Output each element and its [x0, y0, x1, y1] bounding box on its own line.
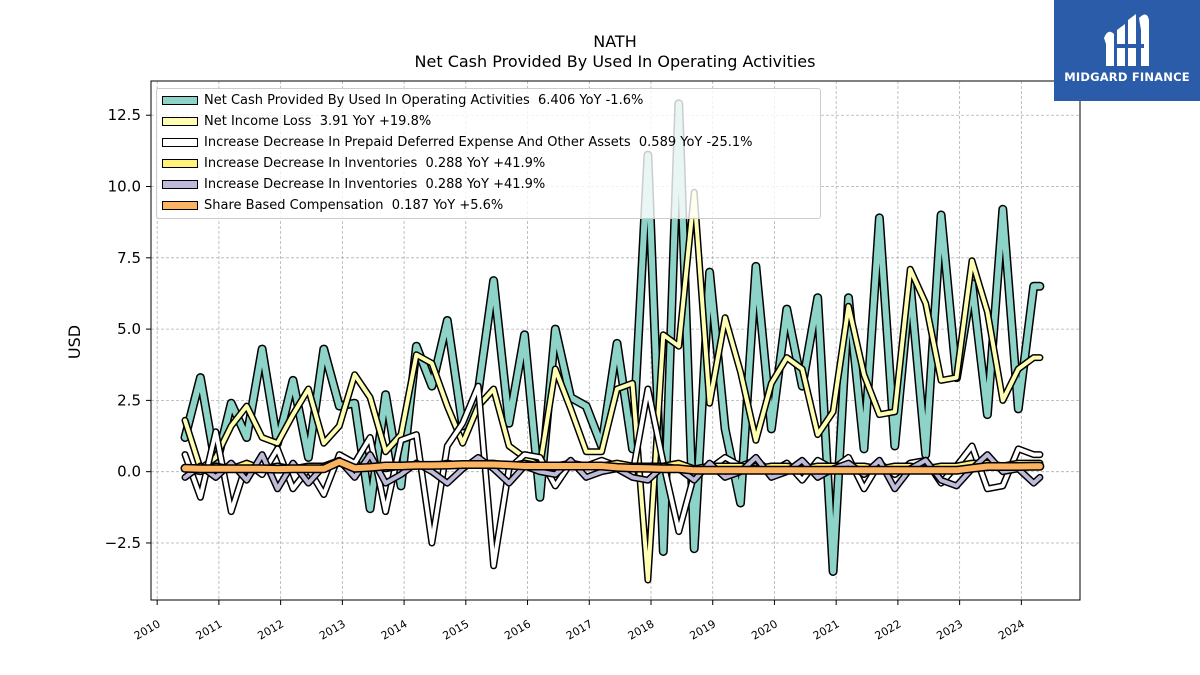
x-tick-label: 2011 [194, 617, 225, 642]
y-tick-label: −2.5 [105, 534, 141, 552]
legend-label: Increase Decrease In Prepaid Deferred Ex… [204, 135, 753, 150]
legend-label: Share Based Compensation 0.187 YoY +5.6% [204, 198, 504, 213]
logo-text: MIDGARD FINANCE [1064, 70, 1190, 84]
legend-label: Increase Decrease In Inventories 0.288 Y… [204, 156, 546, 171]
y-tick-label: 0.0 [117, 463, 141, 481]
legend-swatch [162, 96, 198, 105]
legend-swatch [162, 201, 198, 210]
brand-logo: MIDGARD FINANCE [1054, 0, 1200, 101]
legend-swatch [162, 159, 198, 168]
series-5 [180, 457, 1045, 475]
y-tick-label: 7.5 [117, 249, 141, 267]
legend-item: Increase Decrease In Inventories 0.288 Y… [157, 174, 545, 195]
x-tick-label: 2017 [564, 617, 595, 642]
logo-mark-icon [1104, 14, 1149, 67]
chart-title: NATH [593, 32, 636, 51]
legend-item: Net Cash Provided By Used In Operating A… [157, 90, 643, 111]
legend-label: Net Income Loss 3.91 YoY +19.8% [204, 114, 432, 129]
plot-area [180, 99, 1045, 584]
legend-label: Increase Decrease In Inventories 0.288 Y… [204, 177, 546, 192]
legend-item: Increase Decrease In Prepaid Deferred Ex… [157, 132, 752, 153]
chart-legend: Net Cash Provided By Used In Operating A… [156, 88, 821, 219]
x-tick-label: 2013 [317, 617, 348, 642]
y-axis-label: USD [65, 325, 84, 359]
x-tick-label: 2018 [626, 617, 657, 642]
legend-swatch [162, 180, 198, 189]
legend-label: Net Cash Provided By Used In Operating A… [204, 93, 644, 108]
plot-frame [150, 80, 1081, 601]
x-tick-label: 2012 [255, 617, 286, 642]
x-tick-label: 2022 [873, 617, 904, 642]
series-1 [181, 188, 1044, 584]
x-tick-label: 2023 [934, 617, 965, 642]
y-tick-label: 10.0 [108, 178, 141, 196]
legend-swatch [162, 117, 198, 126]
x-tick-label: 2021 [811, 617, 842, 642]
x-tick-label: 2019 [687, 617, 718, 642]
chart-subtitle: Net Cash Provided By Used In Operating A… [415, 52, 816, 71]
x-tick-label: 2010 [132, 617, 163, 642]
legend-item: Net Income Loss 3.91 YoY +19.8% [157, 111, 431, 132]
series-line [182, 458, 1043, 474]
y-tick-label: 2.5 [117, 391, 141, 409]
y-tick-label: 12.5 [108, 106, 141, 124]
legend-swatch [162, 138, 198, 147]
x-tick-label: 2020 [749, 617, 780, 642]
legend-item: Share Based Compensation 0.187 YoY +5.6% [157, 195, 503, 216]
x-tick-label: 2015 [441, 617, 472, 642]
x-tick-label: 2024 [996, 617, 1027, 642]
legend-item: Increase Decrease In Inventories 0.288 Y… [157, 153, 545, 174]
series-line [183, 190, 1042, 582]
y-tick-label: 5.0 [117, 320, 141, 338]
x-tick-label: 2014 [379, 617, 410, 642]
x-tick-label: 2016 [502, 617, 533, 642]
